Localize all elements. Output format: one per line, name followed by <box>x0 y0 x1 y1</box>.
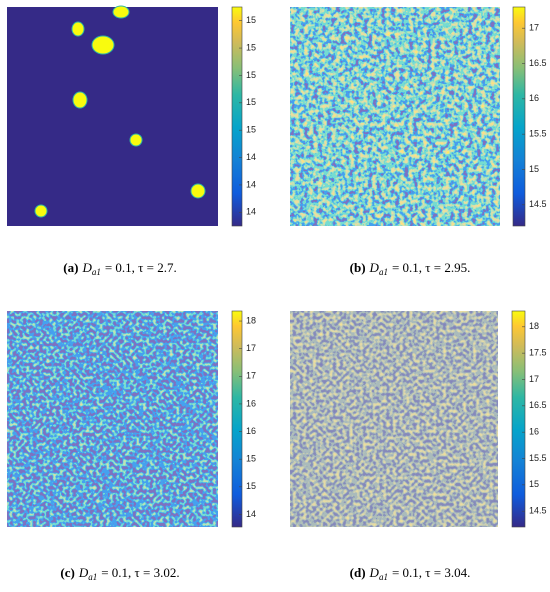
colorbar-tick-label: 16 <box>529 93 539 103</box>
subcaption-sub: a1 <box>379 267 388 277</box>
subcaption-rest: = 0.1, τ = 3.02. <box>101 565 179 580</box>
colorbar <box>512 6 526 227</box>
colorbar-tick-label: 15.5 <box>529 129 547 139</box>
colorbar-tick-label: 17 <box>529 374 539 384</box>
colorbar <box>231 310 243 528</box>
subcaption-sub: a1 <box>92 267 101 277</box>
heatmap-d <box>290 311 498 527</box>
colorbar-tick-label: 14 <box>246 509 256 519</box>
colorbar-tick-label: 15 <box>246 97 256 107</box>
colorbar <box>511 310 526 528</box>
subcaption-rest: = 0.1, τ = 3.04. <box>392 565 470 580</box>
colorbar-tick-label: 14.5 <box>529 506 547 516</box>
colorbar-tick-label: 16.5 <box>529 400 547 410</box>
colorbar-tick-label: 14 <box>246 207 256 217</box>
colorbar-tick-label: 15 <box>246 15 256 25</box>
subcaption-var: D <box>369 565 380 580</box>
colorbar-tick-label: 15 <box>529 164 539 174</box>
colorbar-tick-label: 15 <box>246 454 256 464</box>
colorbar-tick-label: 16.5 <box>529 58 547 68</box>
subcaption-rest: = 0.1, τ = 2.95. <box>392 260 470 275</box>
heatmap-a <box>7 5 218 226</box>
colorbar-tick-label: 17 <box>529 23 539 33</box>
colorbar-tick-label: 14 <box>246 179 256 189</box>
colorbar-tick-label: 15 <box>529 479 539 489</box>
colorbar-tick-label: 14.5 <box>529 199 547 209</box>
colorbar-tick-label: 17.5 <box>529 348 547 358</box>
colorbar-tick-label: 15.5 <box>529 453 547 463</box>
colorbar-tick-label: 17 <box>246 343 256 353</box>
subcaption-var: D <box>81 260 92 275</box>
subcaption: (a) Da1 = 0.1, τ = 2.7. <box>63 260 176 277</box>
colorbar-tick-label: 15 <box>246 481 256 491</box>
heatmap-b <box>290 7 500 226</box>
subcaption: (d) Da1 = 0.1, τ = 3.04. <box>350 565 471 582</box>
colorbar-tick-label: 14 <box>246 152 256 162</box>
subcaption-label: (b) <box>350 260 366 275</box>
colorbar-tick-label: 15 <box>246 42 256 52</box>
subcaption-label: (c) <box>60 565 74 580</box>
subcaption-sub: a1 <box>88 572 97 582</box>
colorbar-tick-label: 15 <box>246 125 256 135</box>
subcaption-var: D <box>369 260 380 275</box>
colorbar-tick-label: 15 <box>246 70 256 80</box>
heatmap-c <box>7 311 218 527</box>
subcaption-rest: = 0.1, τ = 2.7. <box>105 260 177 275</box>
subcaption-var: D <box>78 565 89 580</box>
colorbar <box>231 6 243 227</box>
subcaption-sub: a1 <box>379 572 388 582</box>
subcaption-label: (a) <box>63 260 78 275</box>
colorbar-tick-label: 18 <box>246 315 256 325</box>
subcaption: (c) Da1 = 0.1, τ = 3.02. <box>60 565 179 582</box>
subcaption-label: (d) <box>350 565 366 580</box>
colorbar-tick-label: 16 <box>246 426 256 436</box>
colorbar-tick-label: 16 <box>246 398 256 408</box>
colorbar-tick-label: 18 <box>529 321 539 331</box>
colorbar-tick-label: 17 <box>246 371 256 381</box>
colorbar-tick-label: 16 <box>529 427 539 437</box>
subcaption: (b) Da1 = 0.1, τ = 2.95. <box>350 260 471 277</box>
